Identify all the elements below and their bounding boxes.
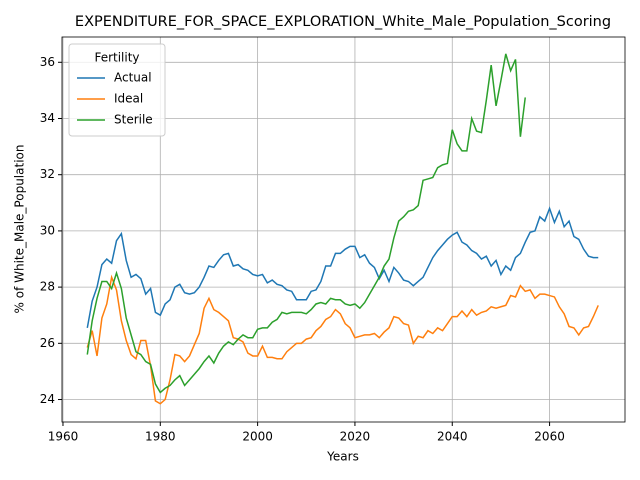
x-tick-label: 2040 xyxy=(437,430,468,444)
y-tick-label: 24 xyxy=(40,392,55,406)
legend: Fertility Actual Ideal Sterile xyxy=(68,43,166,137)
series-line xyxy=(86,274,599,405)
legend-title: Fertility xyxy=(94,51,139,65)
y-tick-label: 34 xyxy=(40,111,55,125)
x-tick-label: 2060 xyxy=(534,430,565,444)
x-tick-label: 2000 xyxy=(242,430,273,444)
x-tick-label: 2020 xyxy=(340,430,371,444)
x-tick-label: 1960 xyxy=(48,430,79,444)
legend-label: Actual xyxy=(114,71,152,85)
y-tick-label: 30 xyxy=(40,223,55,237)
x-axis-label: Years xyxy=(326,450,359,464)
y-tick-label: 26 xyxy=(40,336,55,350)
y-tick-label: 36 xyxy=(40,55,55,69)
legend-box xyxy=(68,43,166,137)
y-tick-label: 32 xyxy=(40,167,55,181)
series-line xyxy=(86,53,526,394)
legend-label: Sterile xyxy=(114,113,153,127)
y-axis-label: % of White_Male_Population xyxy=(13,145,27,314)
x-tick-label: 1980 xyxy=(145,430,176,444)
y-tick-label: 28 xyxy=(40,280,55,294)
plot-frame xyxy=(61,36,626,423)
legend-label: Ideal xyxy=(114,92,143,106)
series-line xyxy=(86,206,599,328)
chart-title: EXPENDITURE_FOR_SPACE_EXPLORATION_White_… xyxy=(75,14,611,30)
